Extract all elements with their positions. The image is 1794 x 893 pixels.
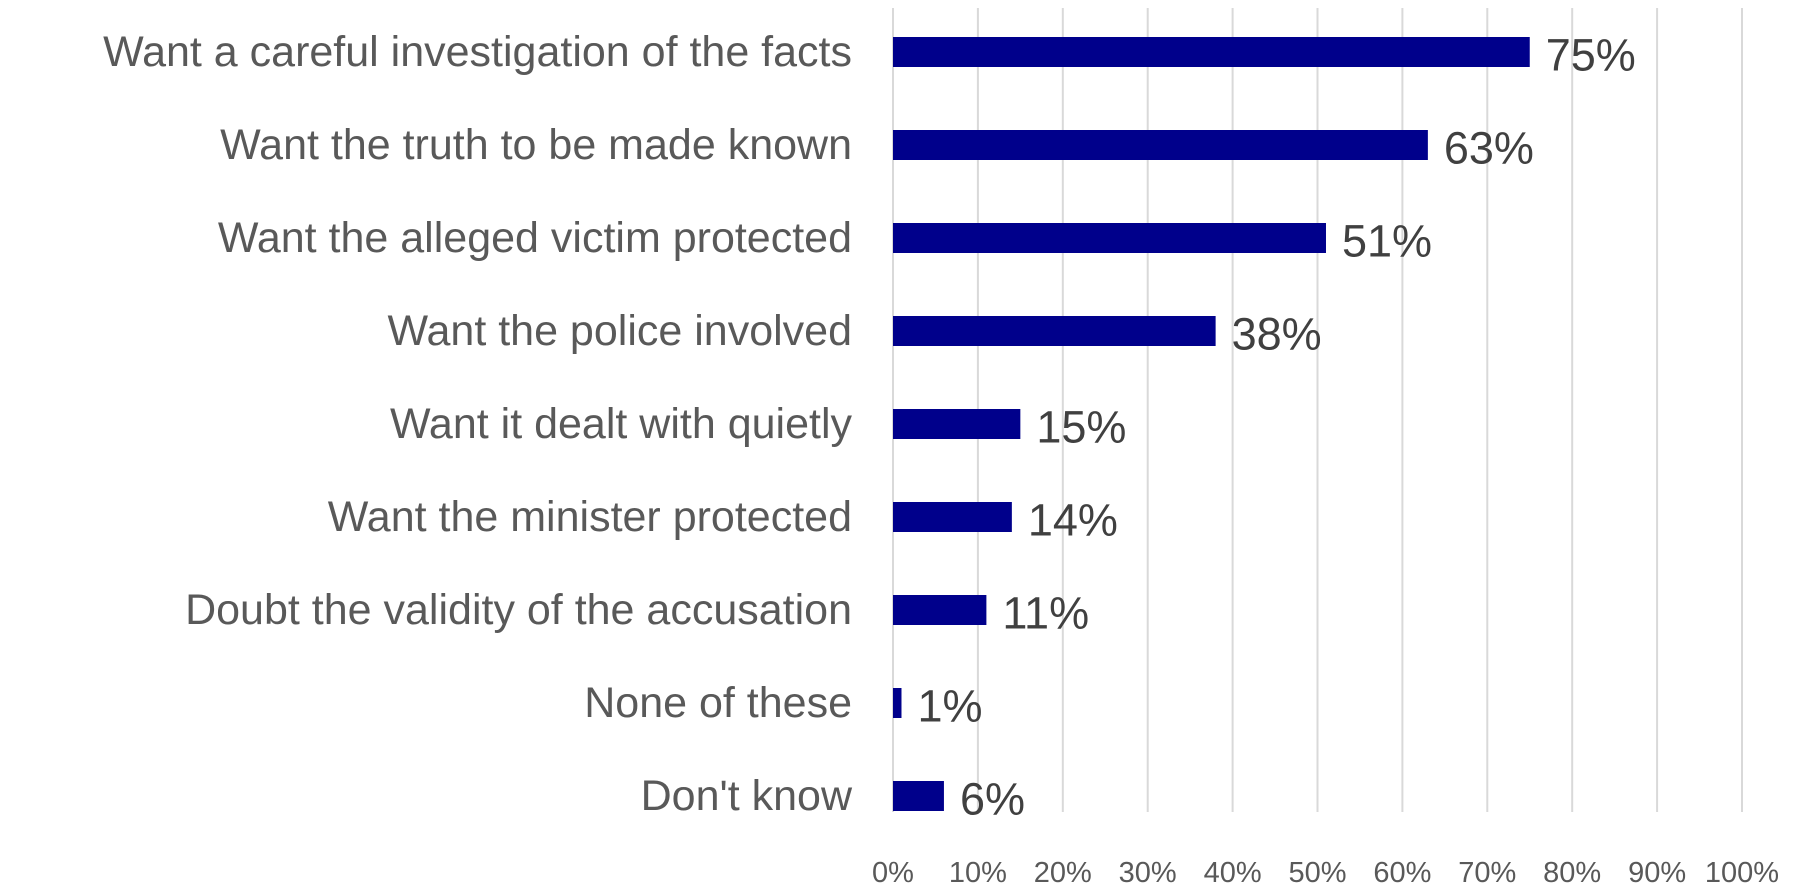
x-tick-label: 0%: [872, 857, 914, 889]
bar: [893, 595, 987, 625]
category-label: Want the truth to be made known: [220, 121, 852, 169]
bars: [893, 37, 1530, 811]
category-labels: Want a careful investigation of the fact…: [103, 28, 853, 820]
x-tick-label: 10%: [949, 857, 1007, 889]
category-label: Want a careful investigation of the fact…: [103, 28, 852, 76]
category-label: None of these: [584, 679, 852, 727]
x-tick-label: 70%: [1458, 857, 1516, 889]
x-tick-label: 20%: [1034, 857, 1092, 889]
bar: [893, 37, 1530, 67]
x-tick-label: 100%: [1705, 857, 1779, 889]
data-label: 63%: [1444, 123, 1534, 174]
bar: [893, 223, 1326, 253]
category-label: Want the police involved: [388, 307, 853, 355]
data-label: 6%: [960, 774, 1025, 825]
data-label: 15%: [1036, 402, 1126, 453]
data-label: 11%: [1002, 588, 1089, 639]
x-axis-tick-labels: 0% 10% 20% 30% 40% 50% 60% 70% 80% 90% 100%: [872, 857, 1779, 889]
category-label: Doubt the validity of the accusation: [185, 586, 852, 634]
value-labels: 75%63%51% 38% 15% 14% 11% 1% 6%: [917, 30, 1635, 825]
bar: [893, 316, 1216, 346]
x-tick-label: 90%: [1628, 857, 1686, 889]
bar: [893, 409, 1021, 439]
category-label: Want the minister protected: [328, 493, 852, 541]
data-label: 38%: [1232, 309, 1322, 360]
x-tick-label: 80%: [1543, 857, 1601, 889]
data-label: 75%: [1546, 30, 1636, 81]
category-label: Want the alleged victim protected: [218, 214, 852, 262]
category-label: Want it dealt with quietly: [390, 400, 853, 448]
bar: [893, 502, 1012, 532]
data-label: 14%: [1028, 495, 1118, 546]
x-tick-label: 60%: [1373, 857, 1431, 889]
x-tick-label: 30%: [1119, 857, 1177, 889]
data-label: 51%: [1342, 216, 1432, 267]
x-tick-label: 40%: [1204, 857, 1262, 889]
bar: [893, 688, 902, 718]
category-label: Don't know: [641, 772, 853, 820]
data-label: 1%: [917, 681, 982, 732]
bar: [893, 130, 1428, 160]
x-tick-label: 50%: [1288, 857, 1346, 889]
bar: [893, 781, 944, 811]
